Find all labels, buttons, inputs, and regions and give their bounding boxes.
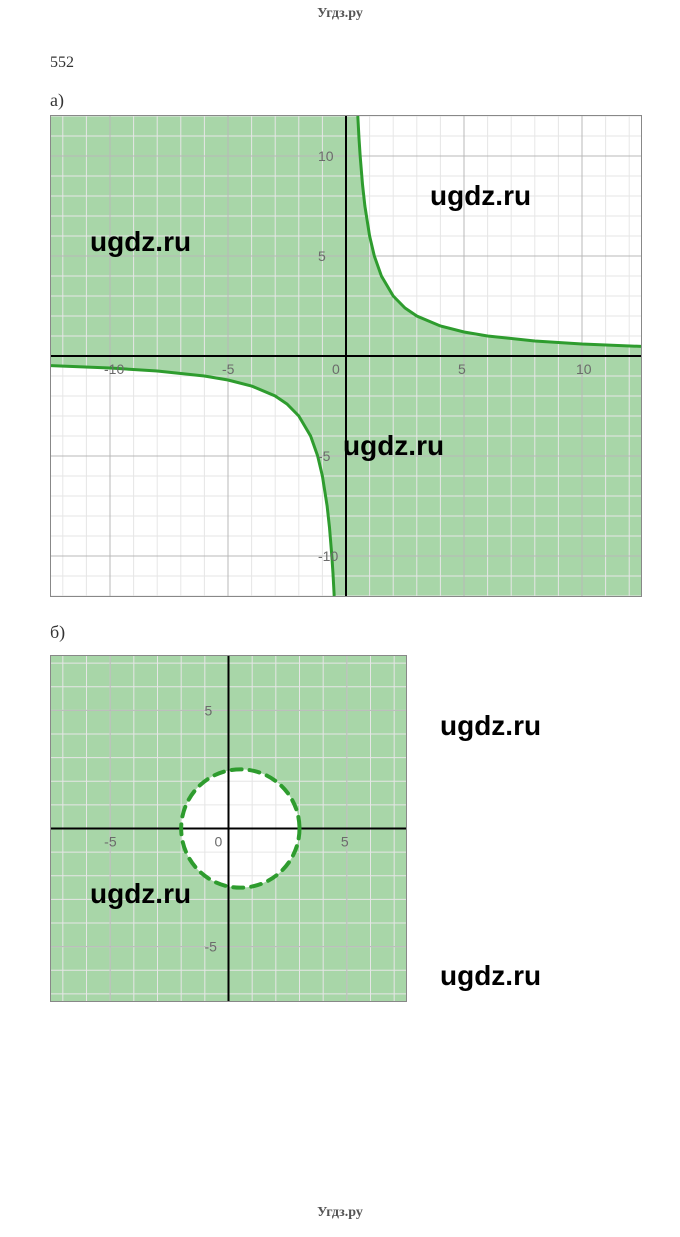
chart-a: -10 -5 0 5 10 -10 -5 5 10 xyxy=(50,115,642,597)
part-label-b: б) xyxy=(50,622,65,643)
chart-a-svg: -10 -5 0 5 10 -10 -5 5 10 xyxy=(51,116,641,596)
svg-text:10: 10 xyxy=(576,361,592,377)
svg-text:-10: -10 xyxy=(318,548,338,564)
svg-text:10: 10 xyxy=(318,148,334,164)
svg-text:5: 5 xyxy=(318,248,326,264)
footer-watermark: Угдз.ру xyxy=(317,1205,363,1221)
svg-text:-5: -5 xyxy=(205,939,218,955)
page-root: Угдз.ру 552 а) -10 -5 0 5 10 -10 -5 5 10 б) -5 0 5… xyxy=(0,0,680,1237)
svg-text:-5: -5 xyxy=(104,834,117,850)
svg-text:-5: -5 xyxy=(318,448,331,464)
svg-text:-5: -5 xyxy=(222,361,235,377)
header-watermark: Угдз.ру xyxy=(317,6,363,22)
svg-text:-10: -10 xyxy=(104,361,124,377)
svg-text:0: 0 xyxy=(215,834,223,850)
svg-text:5: 5 xyxy=(205,702,213,718)
watermark-overlay: ugdz.ru xyxy=(440,710,541,742)
watermark-overlay: ugdz.ru xyxy=(440,960,541,992)
svg-text:5: 5 xyxy=(341,834,349,850)
svg-text:5: 5 xyxy=(458,361,466,377)
part-label-a: а) xyxy=(50,90,64,111)
chart-b: -5 0 5 -5 5 xyxy=(50,655,407,1002)
svg-text:0: 0 xyxy=(332,361,340,377)
problem-number: 552 xyxy=(50,54,74,72)
chart-b-svg: -5 0 5 -5 5 xyxy=(51,656,406,1001)
